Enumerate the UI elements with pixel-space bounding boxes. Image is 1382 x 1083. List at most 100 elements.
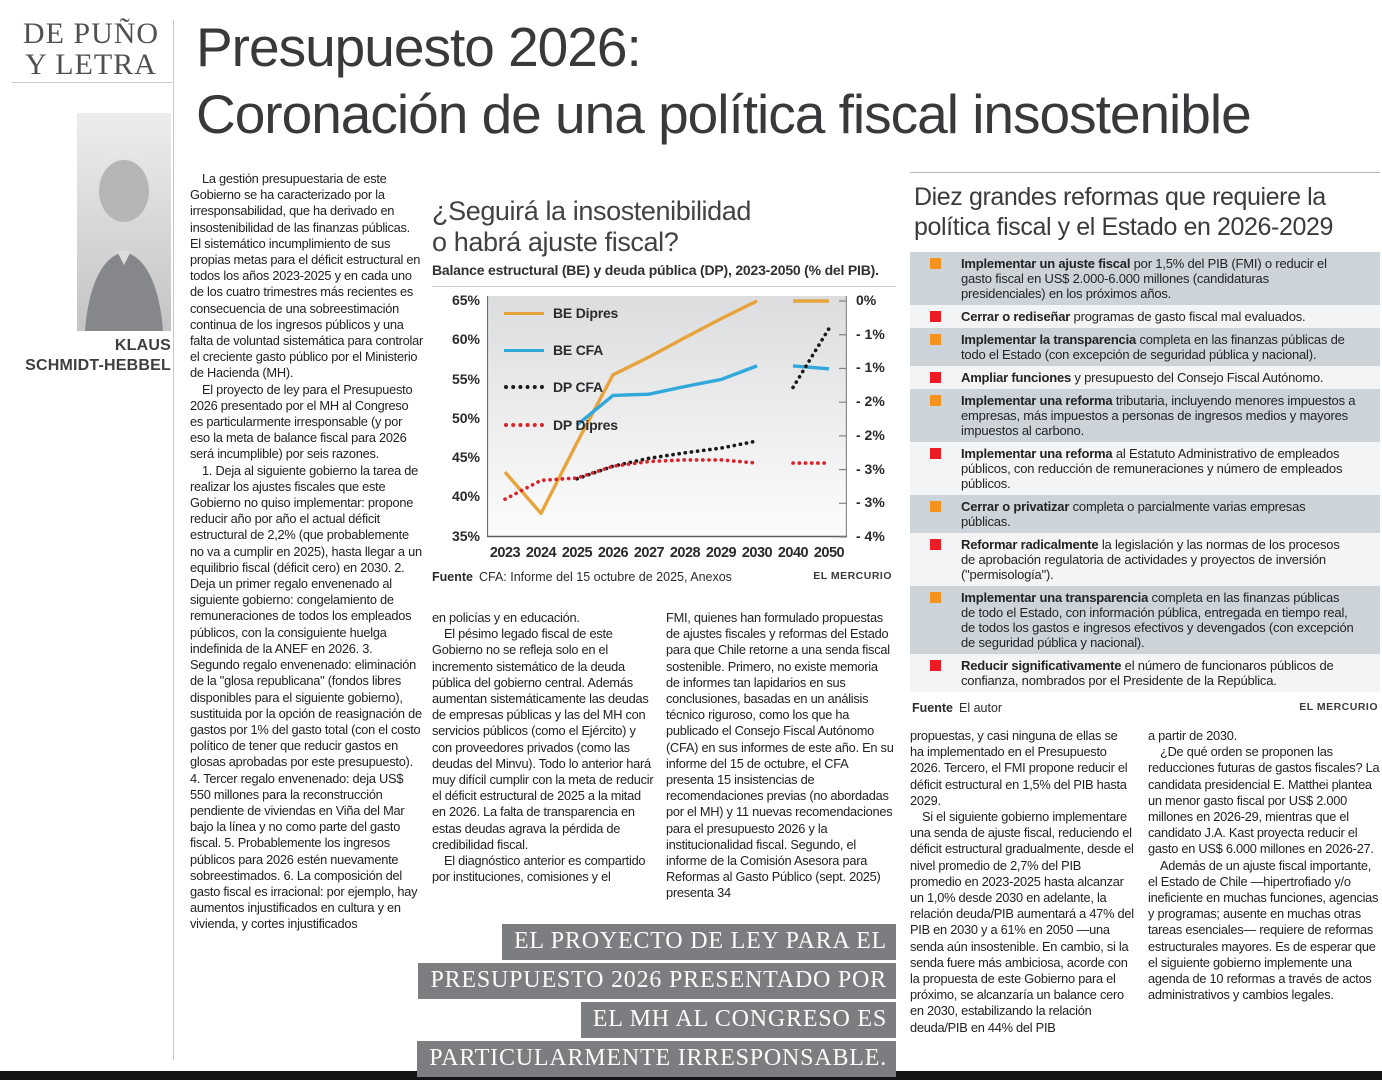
reform-item: Implementar una transparencia completa e… — [910, 586, 1380, 654]
left-axis-tick: 55% — [451, 371, 480, 387]
pull-quote: EL PROYECTO DE LEY PARA EL PRESUPUESTO 2… — [384, 924, 896, 1080]
x-axis-label: 2024 — [525, 545, 557, 561]
right-axis-tick: - 3% — [856, 461, 885, 477]
chart-plot-area — [487, 296, 847, 538]
paragraph: FMI, quienes han formulado propuestas de… — [666, 610, 894, 901]
bullet-square-icon — [930, 395, 941, 406]
x-axis-label: 2029 — [705, 545, 737, 561]
bullet-square-icon — [930, 501, 941, 512]
paragraph: ¿De qué orden se proponen las reduccione… — [1148, 744, 1380, 857]
legend-swatch-be-dipres — [504, 311, 544, 315]
section-masthead: DE PUÑO Y LETRA — [10, 18, 172, 80]
reform-item: Implementar una reforma tributaria, incl… — [910, 389, 1380, 442]
right-axis-tick: - 4% — [856, 528, 885, 544]
author-last-name: SCHMIDT-HEBBEL — [25, 357, 171, 374]
left-rail-divider — [173, 20, 174, 1060]
reform-item: Reducir significativamente el número de … — [910, 654, 1380, 692]
chart-credit: EL MERCURIO — [813, 570, 892, 582]
bullet-square-icon — [930, 258, 941, 269]
right-axis-tick: - 1% — [856, 359, 885, 375]
reform-item: Reformar radicalmente la legislación y l… — [910, 533, 1380, 586]
left-axis-tick: 60% — [451, 331, 480, 347]
chart-subtitle: Balance estructural (BE) y deuda pública… — [432, 262, 879, 278]
bullet-square-icon — [930, 334, 941, 345]
bullet-square-icon — [930, 372, 941, 383]
left-axis-tick: 35% — [451, 528, 480, 544]
masthead-rule — [12, 82, 172, 83]
bullet-square-icon — [930, 311, 941, 322]
paragraph: 1. Deja al siguiente gobierno la tarea d… — [190, 462, 422, 932]
author-first-name: KLAUS — [114, 337, 171, 354]
x-axis-label: 2026 — [597, 545, 629, 561]
paragraph: en policías y en educación. — [432, 610, 580, 625]
paragraph: Además de un ajuste fiscal importante, e… — [1148, 857, 1379, 1003]
x-axis-label: 2025 — [561, 545, 593, 561]
reforms-list: Implementar un ajuste fiscal por 1,5% de… — [910, 252, 1380, 692]
masthead-line2: Y LETRA — [25, 48, 157, 81]
legend-item: BE Dipres — [504, 303, 618, 323]
chart-source: CFA: Informe del 15 octubre de 2025, Ane… — [478, 570, 732, 584]
headline-line1: Presupuesto 2026: — [196, 16, 642, 78]
right-axis-tick: - 3% — [856, 494, 885, 510]
paragraph: Si el siguiente gobierno implementare un… — [910, 809, 1134, 1035]
legend-swatch-be-cfa — [504, 348, 544, 352]
x-axis-label: 2040 — [777, 545, 809, 561]
pull-quote-line: PARTICULARMENTE IRRESPONSABLE. — [384, 1041, 896, 1077]
right-axis-tick: 0% — [856, 292, 877, 308]
reforms-box: Diez grandes reformas que requiere la po… — [910, 172, 1380, 715]
reform-item: Implementar una reforma al Estatuto Admi… — [910, 442, 1380, 495]
x-axis-label: 2027 — [633, 545, 665, 561]
left-axis-tick: 40% — [451, 488, 480, 504]
legend-item: DP CFA — [504, 377, 603, 397]
article-column-2: en policías y en educación. El pésimo le… — [432, 610, 654, 885]
masthead-line1: DE PUÑO — [22, 17, 160, 50]
paragraph: La gestión presupuestaria de este Gobier… — [190, 171, 423, 381]
x-axis-label: 2030 — [741, 545, 773, 561]
article-headline: Presupuesto 2026: Coronación de una polí… — [196, 14, 1376, 148]
article-column-5: a partir de 2030. ¿De qué orden se propo… — [1148, 728, 1382, 1003]
chart-title: ¿Seguirá la insostenibilidad o habrá aju… — [432, 196, 751, 257]
paragraph: propuestas, y casi ninguna de ellas se h… — [910, 728, 1128, 808]
chart-source-row: Fuente CFA: Informe del 15 octubre de 202… — [432, 570, 892, 584]
bullet-square-icon — [930, 660, 941, 671]
article-column-1: La gestión presupuestaria de este Gobier… — [190, 171, 424, 933]
article-column-3: FMI, quienes han formulado propuestas de… — [666, 610, 894, 902]
reforms-credit: EL MERCURIO — [1299, 701, 1378, 713]
bullet-square-icon — [930, 592, 941, 603]
bullet-square-icon — [930, 539, 941, 550]
legend-item: DP Dipres — [504, 415, 618, 435]
headline-line2: Coronación de una política fiscal insost… — [196, 83, 1252, 145]
paragraph: a partir de 2030. — [1148, 728, 1237, 743]
paragraph: El diagnóstico anterior es compartido po… — [432, 853, 646, 885]
source-label: Fuente — [432, 570, 473, 584]
x-axis-label: 2023 — [489, 545, 521, 561]
pull-quote-line: PRESUPUESTO 2026 PRESENTADO POR — [384, 963, 896, 999]
chart-divider — [432, 286, 896, 287]
reform-item: Implementar un ajuste fiscal por 1,5% de… — [910, 252, 1380, 305]
bullet-square-icon — [930, 448, 941, 459]
paragraph: El proyecto de ley para el Presupuesto 2… — [190, 381, 413, 462]
reforms-box-title: Diez grandes reformas que requiere la po… — [914, 183, 1333, 241]
author-photo — [77, 113, 171, 331]
reform-item: Cerrar o rediseñar programas de gasto fi… — [910, 305, 1380, 328]
fiscal-chart: ¿Seguirá la insostenibilidad o habrá aju… — [432, 196, 896, 600]
legend-item: BE CFA — [504, 340, 603, 360]
legend-swatch-dp-dipres — [504, 423, 544, 427]
reform-item: Ampliar funciones y presupuesto del Cons… — [910, 366, 1380, 389]
pull-quote-line: EL PROYECTO DE LEY PARA EL — [384, 924, 896, 960]
source-label: Fuente — [912, 701, 953, 715]
left-axis-tick: 50% — [451, 410, 480, 426]
left-axis-tick: 65% — [451, 292, 480, 308]
legend-swatch-dp-cfa — [504, 385, 544, 389]
left-axis-tick: 45% — [451, 449, 480, 465]
right-axis-tick: - 2% — [856, 393, 885, 409]
reform-item: Cerrar o privatizar completa o parcialme… — [910, 495, 1380, 533]
reforms-source-row: Fuente El autor EL MERCURIO — [910, 701, 1380, 715]
right-axis-tick: - 1% — [856, 326, 885, 342]
pull-quote-line: EL MH AL CONGRESO ES — [384, 1002, 896, 1038]
reforms-source: El autor — [958, 701, 1003, 715]
x-axis-label: 2050 — [813, 545, 845, 561]
paragraph: El pésimo legado fiscal de este Gobierno… — [432, 626, 654, 852]
reform-item: Implementar la transparencia completa en… — [910, 328, 1380, 366]
